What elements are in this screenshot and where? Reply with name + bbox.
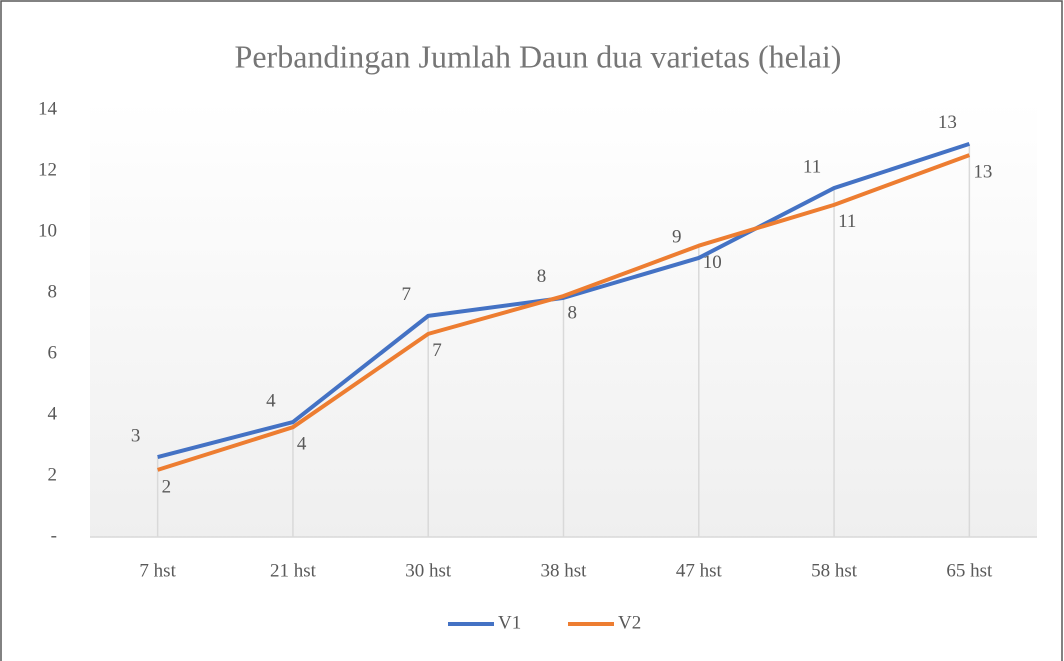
x-tick-label: 7 hst: [139, 560, 176, 581]
data-label: 10: [703, 252, 722, 273]
x-tick-label: 21 hst: [270, 560, 317, 581]
data-label: 9: [672, 226, 682, 247]
data-label: 7: [401, 284, 411, 305]
x-tick-label: 47 hst: [676, 560, 723, 581]
chart-title: Perbandingan Jumlah Daun dua varietas (h…: [235, 38, 842, 74]
x-tick-label: 58 hst: [811, 560, 858, 581]
data-label: 4: [297, 434, 307, 455]
y-tick-label: 4: [48, 403, 58, 424]
x-tick-label: 65 hst: [946, 560, 993, 581]
legend-label: V1: [498, 612, 521, 633]
y-tick-label: 10: [38, 220, 57, 241]
y-tick-label: -: [51, 525, 57, 546]
data-label: 13: [938, 112, 957, 133]
x-tick-label: 38 hst: [541, 560, 588, 581]
data-label: 8: [537, 266, 547, 287]
y-tick-label: 2: [48, 464, 58, 485]
data-label: 11: [803, 156, 821, 177]
data-label: 11: [838, 211, 856, 232]
data-label: 3: [131, 425, 141, 446]
data-label: 8: [568, 302, 578, 323]
y-tick-label: 14: [38, 98, 58, 119]
y-tick-label: 6: [48, 342, 58, 363]
legend-label: V2: [618, 612, 641, 633]
data-label: 4: [266, 390, 276, 411]
data-label: 13: [973, 161, 992, 182]
y-tick-label: 12: [38, 159, 57, 180]
data-label: 2: [162, 476, 172, 497]
data-label: 7: [432, 340, 442, 361]
series-line: [157, 153, 971, 472]
y-tick-label: 8: [48, 281, 58, 302]
x-tick-label: 30 hst: [405, 560, 452, 581]
